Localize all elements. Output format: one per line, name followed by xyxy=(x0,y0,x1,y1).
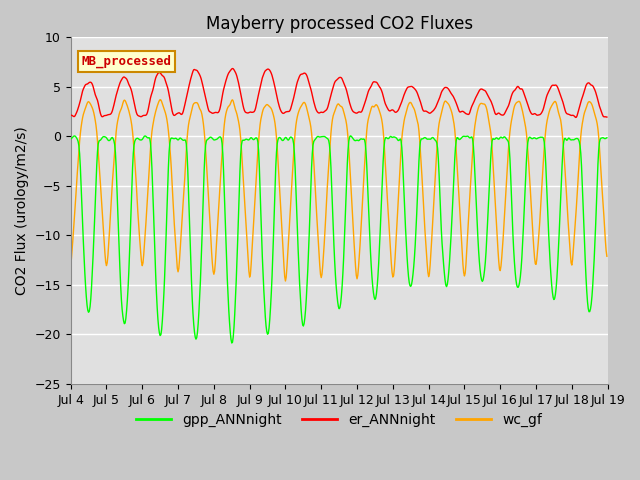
Legend: gpp_ANNnight, er_ANNnight, wc_gf: gpp_ANNnight, er_ANNnight, wc_gf xyxy=(131,408,548,432)
Y-axis label: CO2 Flux (urology/m2/s): CO2 Flux (urology/m2/s) xyxy=(15,126,29,295)
Title: Mayberry processed CO2 Fluxes: Mayberry processed CO2 Fluxes xyxy=(205,15,473,33)
Text: MB_processed: MB_processed xyxy=(81,55,172,68)
